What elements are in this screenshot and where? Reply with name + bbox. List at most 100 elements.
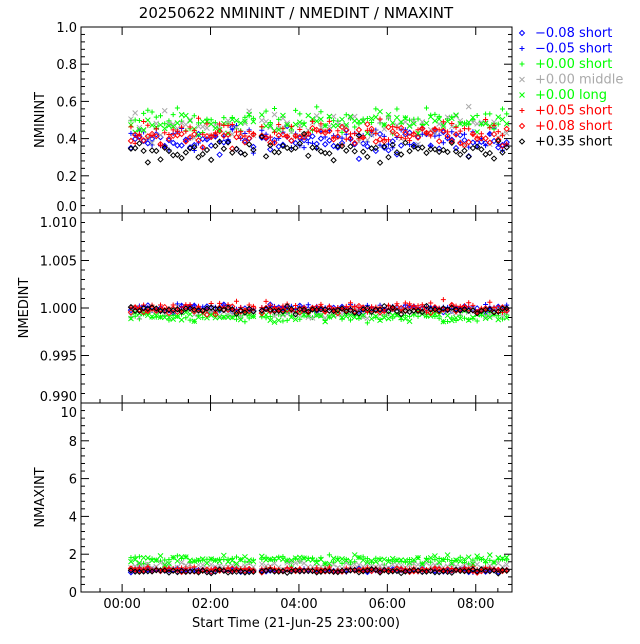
data-point xyxy=(318,556,324,563)
data-point xyxy=(355,155,363,163)
data-point xyxy=(157,567,164,574)
data-point xyxy=(136,124,143,131)
data-point xyxy=(482,313,489,320)
data-point xyxy=(453,124,459,130)
data-point xyxy=(245,565,253,573)
data-point xyxy=(435,308,443,315)
data-point xyxy=(491,559,497,566)
chart-title: 20250622 NMININT / NMEDINT / NMAXINT xyxy=(139,4,454,22)
panel-nminint: 0.0 0.2 0.4 0.6 0.8 1.0 NMININT xyxy=(33,21,513,215)
data-point xyxy=(317,148,325,155)
data-point xyxy=(144,312,151,319)
data-point xyxy=(191,141,198,149)
data-point xyxy=(444,132,451,140)
data-point xyxy=(296,305,304,313)
data-point xyxy=(402,315,409,322)
legend-marker-cross-icon xyxy=(519,76,525,83)
data-point xyxy=(165,307,173,314)
data-point xyxy=(355,307,363,315)
data-point xyxy=(461,121,468,128)
data-point xyxy=(453,113,459,119)
data-point xyxy=(179,124,185,130)
data-point xyxy=(440,297,446,303)
data-point xyxy=(444,312,451,319)
data-point xyxy=(356,554,362,561)
data-point xyxy=(398,119,405,126)
data-point xyxy=(406,147,413,155)
data-point xyxy=(440,146,447,154)
data-point xyxy=(212,142,219,150)
data-point xyxy=(148,130,156,138)
data-point xyxy=(216,562,223,569)
legend-marker-cross-icon xyxy=(519,92,525,98)
data-point xyxy=(390,315,396,321)
data-point xyxy=(364,153,371,161)
data-point xyxy=(440,119,446,125)
data-point xyxy=(326,150,333,157)
data-point xyxy=(144,117,151,123)
y-tick-label: 2 xyxy=(69,548,77,563)
data-point xyxy=(461,147,468,154)
data-point xyxy=(140,566,147,574)
data-point xyxy=(174,553,180,559)
data-point xyxy=(225,123,231,129)
data-point xyxy=(199,123,206,130)
data-point xyxy=(132,563,139,570)
data-point xyxy=(208,561,215,568)
data-point xyxy=(334,306,342,314)
data-point xyxy=(377,142,383,148)
data-point xyxy=(182,138,190,145)
data-point xyxy=(144,140,152,147)
data-point xyxy=(406,123,413,130)
data-point xyxy=(389,128,396,135)
data-point xyxy=(482,119,489,126)
legend-label: +0.00 short xyxy=(535,57,612,72)
data-point xyxy=(410,118,417,125)
data-point xyxy=(431,565,439,572)
data-point xyxy=(453,563,459,570)
data-point xyxy=(499,555,506,562)
data-point xyxy=(217,121,223,127)
data-point xyxy=(275,567,282,574)
data-point xyxy=(486,141,493,148)
data-point xyxy=(250,118,257,125)
data-point xyxy=(233,298,239,304)
data-point xyxy=(225,117,231,124)
data-point xyxy=(246,128,252,134)
data-point xyxy=(250,558,257,565)
data-point xyxy=(381,302,388,310)
data-point xyxy=(414,307,422,315)
data-point xyxy=(347,143,354,150)
data-point xyxy=(127,306,135,314)
data-point xyxy=(174,105,180,111)
data-point xyxy=(321,567,329,574)
data-point xyxy=(503,561,510,568)
data-point xyxy=(174,125,181,132)
data-point xyxy=(149,313,155,320)
data-point xyxy=(398,314,405,321)
data-point xyxy=(440,318,447,325)
data-point xyxy=(259,556,265,562)
data-point xyxy=(499,149,506,156)
legend-label: −0.08 short xyxy=(535,26,612,41)
y-tick-label: 0.4 xyxy=(56,133,77,148)
data-point xyxy=(258,553,265,560)
data-point xyxy=(444,568,451,576)
data-point xyxy=(335,128,341,134)
data-point xyxy=(326,118,332,124)
data-point xyxy=(381,121,388,128)
data-point xyxy=(359,148,367,155)
data-point xyxy=(461,567,468,575)
data-point xyxy=(321,306,329,313)
data-point xyxy=(229,568,236,576)
data-point xyxy=(389,141,396,149)
data-point xyxy=(499,106,505,112)
data-point xyxy=(297,126,303,132)
data-point xyxy=(398,557,405,563)
data-point xyxy=(314,104,320,110)
data-point xyxy=(144,133,152,140)
data-point xyxy=(440,140,446,146)
data-point xyxy=(195,314,202,321)
data-point xyxy=(449,121,455,127)
